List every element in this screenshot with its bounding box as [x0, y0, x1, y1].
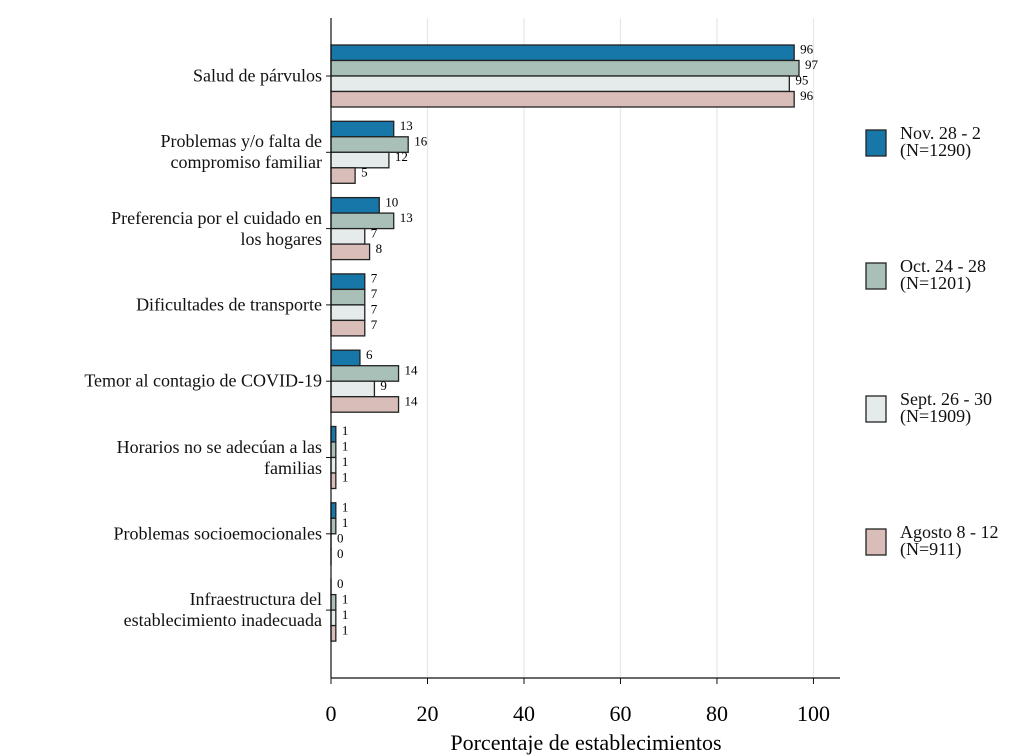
value-label: 6: [366, 347, 373, 362]
value-label: 96: [800, 42, 814, 57]
value-label: 1: [342, 470, 349, 485]
value-label: 1: [342, 439, 349, 454]
bar: [330, 212, 395, 230]
bar: [330, 243, 371, 261]
x-tick-label: 60: [609, 701, 631, 726]
value-label: 8: [376, 241, 383, 256]
legend-label: Nov. 28 - 2 (N=1290): [900, 123, 981, 160]
legend-label: Oct. 24 - 28 (N=1201): [900, 256, 986, 293]
x-tick-label: 20: [416, 701, 438, 726]
value-label: 97: [805, 57, 819, 72]
value-label: 14: [405, 393, 419, 408]
value-label: 7: [371, 302, 378, 317]
bar: [330, 59, 800, 77]
x-tick-label: 100: [797, 701, 830, 726]
bar: [330, 319, 366, 337]
bar: [330, 593, 337, 611]
category-label: Problemas socioemocionales: [113, 523, 322, 544]
legend-swatch: [865, 528, 887, 556]
bar: [330, 425, 337, 443]
value-label: 1: [342, 607, 349, 622]
category-label: Infraestructura del establecimiento inad…: [123, 589, 322, 631]
bar: [330, 304, 366, 322]
value-label: 0: [337, 531, 344, 546]
legend-swatch: [865, 262, 887, 290]
value-label: 13: [400, 210, 413, 225]
value-label: 10: [385, 194, 398, 209]
value-label: 7: [371, 271, 378, 286]
x-tick-label: 0: [326, 701, 337, 726]
x-axis-label: Porcentaje de establecimientos: [450, 730, 721, 755]
x-tick-label: 40: [513, 701, 535, 726]
bar: [330, 624, 337, 642]
legend-swatch: [865, 395, 887, 423]
bar: [330, 44, 795, 62]
bar: [330, 75, 790, 93]
bar: [330, 196, 380, 214]
bar: [330, 365, 400, 382]
bar: [330, 349, 361, 367]
bar: [330, 227, 366, 245]
value-label: 0: [337, 576, 344, 591]
value-label: 12: [395, 149, 408, 164]
legend-label: Sept. 26 - 30 (N=1909): [900, 389, 992, 426]
value-label: 0: [337, 546, 344, 561]
bar: [330, 120, 395, 138]
value-label: 1: [342, 423, 349, 438]
value-label: 95: [795, 73, 808, 88]
bar: [330, 288, 366, 306]
legend-swatch: [865, 129, 887, 157]
bar: [330, 472, 337, 490]
value-label: 16: [414, 134, 428, 149]
value-label: 96: [800, 88, 814, 103]
value-label: 1: [342, 622, 349, 637]
value-label: 13: [400, 118, 413, 133]
bar: [330, 441, 337, 459]
value-label: 9: [380, 378, 387, 393]
bar: [330, 502, 337, 519]
category-label: Salud de párvulos: [193, 65, 322, 86]
category-label: Dificultades de transporte: [136, 294, 322, 315]
value-label: 1: [342, 454, 349, 469]
value-label: 5: [361, 165, 368, 180]
x-tick-label: 80: [706, 701, 728, 726]
value-label: 1: [342, 515, 349, 530]
bar: [330, 456, 337, 474]
bar: [330, 273, 366, 291]
value-label: 14: [405, 362, 419, 377]
category-label: Temor al contagio de COVID-19: [84, 370, 322, 391]
value-label: 7: [371, 286, 378, 301]
bar: [330, 90, 795, 108]
value-label: 1: [342, 591, 349, 606]
category-label: Horarios no se adecúan a las familias: [116, 436, 322, 478]
bar: [330, 396, 400, 413]
bar: [330, 517, 337, 535]
bar: [330, 151, 390, 169]
bar: [330, 167, 356, 184]
bar: [330, 380, 376, 398]
value-label: 7: [371, 225, 378, 240]
category-label: Preferencia por el cuidado en los hogare…: [111, 207, 322, 249]
value-label: 7: [371, 317, 378, 332]
category-label: Problemas y/o falta de compromiso famili…: [160, 131, 322, 173]
value-label: 1: [342, 500, 349, 515]
bar: [330, 609, 337, 627]
legend-label: Agosto 8 - 12 (N=911): [900, 522, 999, 559]
